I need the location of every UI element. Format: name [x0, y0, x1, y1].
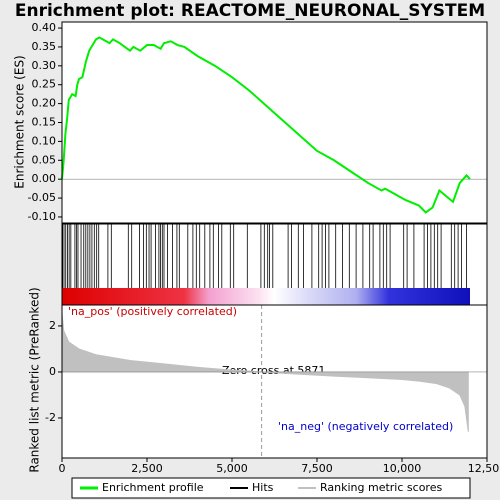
legend-label: Enrichment profile	[102, 481, 204, 494]
legend-box	[71, 477, 471, 499]
x-tick-label: 2,500	[131, 462, 163, 475]
y-tick-label: 0.35	[32, 40, 57, 53]
y-tick-label: -2	[45, 411, 56, 424]
es-line	[61, 36, 471, 214]
y-tick-label: 0.30	[32, 59, 57, 72]
y-tick-label: 0.05	[32, 153, 57, 166]
panel-frame	[61, 304, 488, 459]
y-tick-label: 0	[49, 365, 56, 378]
y-tick-label: 2	[49, 319, 56, 332]
y-tick-label: 0.00	[32, 172, 57, 185]
x-tick-label: 10,000	[383, 462, 422, 475]
y-tick-label: 0.20	[32, 97, 57, 110]
color-bar	[62, 288, 470, 305]
y-tick-label: -0.05	[28, 191, 56, 204]
plot-area	[62, 22, 487, 458]
annotation: 'na_pos' (positively correlated)	[68, 305, 237, 318]
y-axis-label: Ranked list metric (PreRanked)	[28, 287, 42, 472]
y-tick-label: 0.10	[32, 134, 57, 147]
y-tick-label: 0.40	[32, 21, 57, 34]
chart-title: Enrichment plot: REACTOME_NEURONAL_SYSTE…	[15, 1, 485, 21]
annotation: 'na_neg' (negatively correlated)	[278, 420, 453, 433]
y-tick-label: -0.10	[28, 210, 56, 223]
x-tick-label: 5,000	[216, 462, 248, 475]
legend-label: Hits	[252, 481, 274, 494]
y-tick-label: 0.25	[32, 78, 57, 91]
panel-frame	[61, 21, 488, 224]
x-tick-label: 0	[59, 462, 66, 475]
legend-label: Ranking metric scores	[320, 481, 442, 494]
x-tick-label: 12,500	[468, 462, 500, 475]
y-axis-label: Enrichment score (ES)	[13, 55, 27, 188]
x-tick-label: 7,500	[301, 462, 333, 475]
y-tick-label: 0.15	[32, 116, 57, 129]
